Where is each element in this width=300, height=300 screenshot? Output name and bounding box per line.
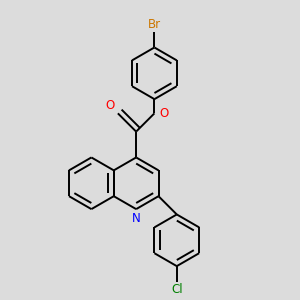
Text: Br: Br: [148, 17, 161, 31]
Text: Cl: Cl: [171, 283, 183, 296]
Text: O: O: [160, 107, 169, 120]
Text: O: O: [106, 99, 115, 112]
Text: N: N: [132, 212, 140, 225]
